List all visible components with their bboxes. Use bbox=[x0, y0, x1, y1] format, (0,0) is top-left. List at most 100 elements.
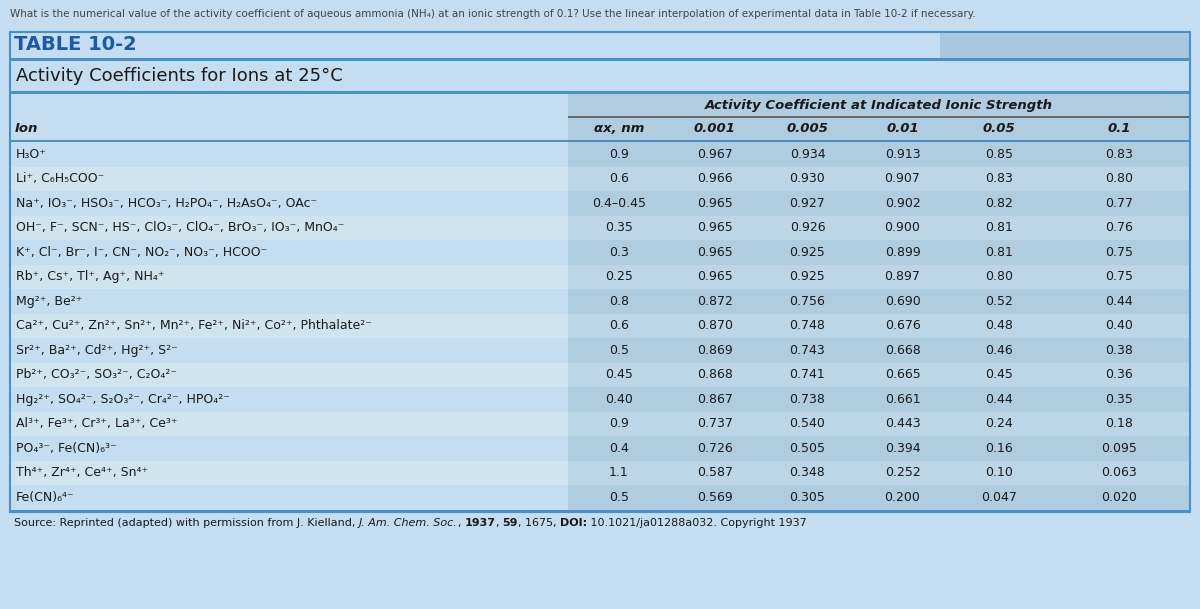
Bar bbox=[568, 216, 1190, 240]
Bar bbox=[10, 436, 568, 460]
Text: Mg²⁺, Be²⁺: Mg²⁺, Be²⁺ bbox=[16, 295, 83, 308]
Text: 0.8: 0.8 bbox=[610, 295, 629, 308]
Text: Na⁺, IO₃⁻, HSO₃⁻, HCO₃⁻, H₂PO₄⁻, H₂AsO₄⁻, OAc⁻: Na⁺, IO₃⁻, HSO₃⁻, HCO₃⁻, H₂PO₄⁻, H₂AsO₄⁻… bbox=[16, 197, 317, 209]
Text: OH⁻, F⁻, SCN⁻, HS⁻, ClO₃⁻, ClO₄⁻, BrO₃⁻, IO₃⁻, MnO₄⁻: OH⁻, F⁻, SCN⁻, HS⁻, ClO₃⁻, ClO₄⁻, BrO₃⁻,… bbox=[16, 221, 344, 234]
Text: 0.10: 0.10 bbox=[985, 466, 1013, 479]
Bar bbox=[568, 485, 1190, 510]
Text: 0.095: 0.095 bbox=[1102, 442, 1136, 455]
Bar bbox=[568, 314, 1190, 338]
Text: 0.965: 0.965 bbox=[697, 221, 733, 234]
Text: 0.394: 0.394 bbox=[884, 442, 920, 455]
Bar bbox=[10, 191, 568, 216]
Text: 0.46: 0.46 bbox=[985, 343, 1013, 357]
Text: 0.80: 0.80 bbox=[1105, 172, 1133, 185]
Text: 0.505: 0.505 bbox=[790, 442, 826, 455]
Bar bbox=[10, 58, 1190, 61]
Text: 0.01: 0.01 bbox=[886, 122, 919, 135]
Bar bbox=[940, 32, 1190, 58]
Text: 0.902: 0.902 bbox=[884, 197, 920, 209]
Text: 0.16: 0.16 bbox=[985, 442, 1013, 455]
Text: 0.047: 0.047 bbox=[982, 491, 1016, 504]
Bar bbox=[568, 191, 1190, 216]
Text: 0.743: 0.743 bbox=[790, 343, 826, 357]
Text: 0.35: 0.35 bbox=[605, 221, 632, 234]
Bar bbox=[10, 61, 1190, 91]
Text: 0.005: 0.005 bbox=[786, 122, 828, 135]
Bar bbox=[10, 289, 568, 314]
Bar bbox=[568, 460, 1190, 485]
Bar bbox=[568, 412, 1190, 436]
Text: 0.200: 0.200 bbox=[884, 491, 920, 504]
Text: 0.44: 0.44 bbox=[1105, 295, 1133, 308]
Text: 0.82: 0.82 bbox=[985, 197, 1013, 209]
Text: 0.18: 0.18 bbox=[1105, 417, 1133, 430]
Text: 0.737: 0.737 bbox=[697, 417, 733, 430]
Text: 0.83: 0.83 bbox=[1105, 148, 1133, 161]
Bar bbox=[568, 240, 1190, 264]
Bar bbox=[10, 362, 568, 387]
Text: Rb⁺, Cs⁺, Tl⁺, Ag⁺, NH₄⁺: Rb⁺, Cs⁺, Tl⁺, Ag⁺, NH₄⁺ bbox=[16, 270, 164, 283]
Text: 10.1021/ja01288a032. Copyright 1937: 10.1021/ja01288a032. Copyright 1937 bbox=[587, 518, 808, 528]
Bar bbox=[568, 436, 1190, 460]
Text: 0.001: 0.001 bbox=[694, 122, 736, 135]
Text: 0.5: 0.5 bbox=[610, 343, 629, 357]
Text: 0.748: 0.748 bbox=[790, 319, 826, 333]
Text: 0.348: 0.348 bbox=[790, 466, 826, 479]
Text: , 1675,: , 1675, bbox=[518, 518, 560, 528]
Bar bbox=[10, 91, 1190, 94]
Bar bbox=[568, 362, 1190, 387]
Text: Activity Coefficient at Indicated Ionic Strength: Activity Coefficient at Indicated Ionic … bbox=[706, 99, 1054, 111]
Text: 0.676: 0.676 bbox=[884, 319, 920, 333]
Text: 0.756: 0.756 bbox=[790, 295, 826, 308]
Text: 0.726: 0.726 bbox=[697, 442, 733, 455]
Text: 0.48: 0.48 bbox=[985, 319, 1013, 333]
Bar bbox=[10, 32, 1190, 58]
Text: 0.83: 0.83 bbox=[985, 172, 1013, 185]
Bar bbox=[10, 485, 568, 510]
Text: DOI:: DOI: bbox=[560, 518, 587, 528]
Text: 0.665: 0.665 bbox=[884, 368, 920, 381]
Text: Li⁺, C₆H₅COO⁻: Li⁺, C₆H₅COO⁻ bbox=[16, 172, 104, 185]
Text: 0.77: 0.77 bbox=[1105, 197, 1133, 209]
Text: 0.926: 0.926 bbox=[790, 221, 826, 234]
Text: Activity Coefficients for Ions at 25°C: Activity Coefficients for Ions at 25°C bbox=[16, 67, 343, 85]
Text: 0.40: 0.40 bbox=[1105, 319, 1133, 333]
Text: 0.930: 0.930 bbox=[790, 172, 826, 185]
Bar bbox=[568, 338, 1190, 362]
Text: 0.52: 0.52 bbox=[985, 295, 1013, 308]
Text: 0.965: 0.965 bbox=[697, 270, 733, 283]
Bar bbox=[10, 387, 568, 412]
Text: 0.35: 0.35 bbox=[1105, 393, 1133, 406]
Bar bbox=[568, 118, 1190, 139]
Text: Hg₂²⁺, SO₄²⁻, S₂O₃²⁻, Cr₄²⁻, HPO₄²⁻: Hg₂²⁺, SO₄²⁻, S₂O₃²⁻, Cr₄²⁻, HPO₄²⁻ bbox=[16, 393, 230, 406]
Bar bbox=[10, 510, 1190, 512]
Text: 0.40: 0.40 bbox=[605, 393, 632, 406]
Text: 1.1: 1.1 bbox=[610, 466, 629, 479]
Text: What is the numerical value of the activity coefficient of aqueous ammonia (NH₄): What is the numerical value of the activ… bbox=[10, 9, 976, 19]
Bar bbox=[10, 32, 1190, 512]
Text: 0.899: 0.899 bbox=[884, 246, 920, 259]
Text: 0.868: 0.868 bbox=[697, 368, 733, 381]
Bar bbox=[10, 142, 568, 166]
Text: 0.9: 0.9 bbox=[610, 148, 629, 161]
Text: K⁺, Cl⁻, Br⁻, I⁻, CN⁻, NO₂⁻, NO₃⁻, HCOO⁻: K⁺, Cl⁻, Br⁻, I⁻, CN⁻, NO₂⁻, NO₃⁻, HCOO⁻ bbox=[16, 246, 268, 259]
Text: 0.6: 0.6 bbox=[610, 172, 629, 185]
Bar bbox=[568, 142, 1190, 166]
Text: 0.9: 0.9 bbox=[610, 417, 629, 430]
Bar bbox=[10, 460, 568, 485]
Text: 0.75: 0.75 bbox=[1105, 246, 1133, 259]
Text: Source: Reprinted (adapted) with permission from J. Kielland,: Source: Reprinted (adapted) with permiss… bbox=[14, 518, 359, 528]
Text: 0.45: 0.45 bbox=[605, 368, 632, 381]
Bar bbox=[568, 387, 1190, 412]
Bar bbox=[10, 139, 1190, 142]
Text: 0.900: 0.900 bbox=[884, 221, 920, 234]
Bar bbox=[568, 94, 1190, 116]
Text: H₃O⁺: H₃O⁺ bbox=[16, 148, 47, 161]
Text: 0.305: 0.305 bbox=[790, 491, 826, 504]
Text: 0.913: 0.913 bbox=[884, 148, 920, 161]
Text: TABLE 10-2: TABLE 10-2 bbox=[14, 35, 137, 54]
Text: 0.80: 0.80 bbox=[985, 270, 1013, 283]
Text: Al³⁺, Fe³⁺, Cr³⁺, La³⁺, Ce³⁺: Al³⁺, Fe³⁺, Cr³⁺, La³⁺, Ce³⁺ bbox=[16, 417, 178, 430]
Text: 0.6: 0.6 bbox=[610, 319, 629, 333]
Text: Ca²⁺, Cu²⁺, Zn²⁺, Sn²⁺, Mn²⁺, Fe²⁺, Ni²⁺, Co²⁺, Phthalate²⁻: Ca²⁺, Cu²⁺, Zn²⁺, Sn²⁺, Mn²⁺, Fe²⁺, Ni²⁺… bbox=[16, 319, 372, 333]
